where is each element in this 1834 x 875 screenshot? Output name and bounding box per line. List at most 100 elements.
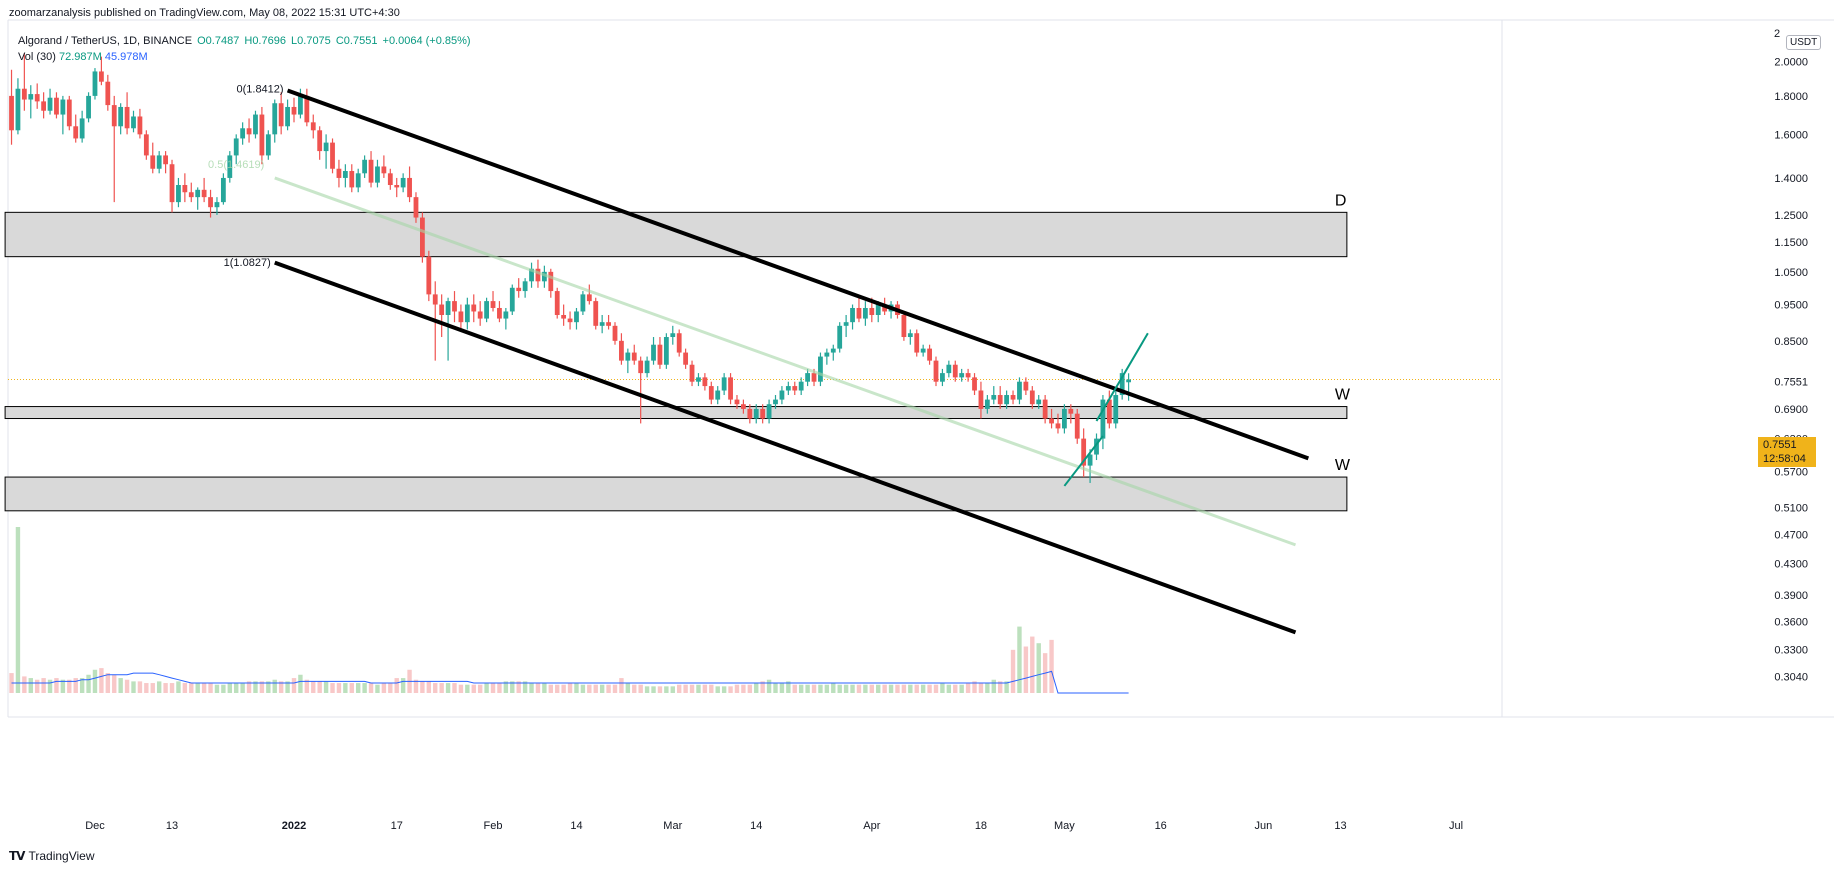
volume-bar [824,684,830,693]
candle-body [66,99,72,127]
candle-body [86,95,91,119]
candle-body [1017,381,1022,400]
tradingview-logo-icon: 𝗧𝗩 [9,849,26,863]
volume-bar [67,679,72,693]
volume-bar [786,681,791,693]
time-tick-label: 18 [975,820,987,832]
volume-label[interactable]: Vol (30) [18,51,56,63]
zone-label-2: W [1335,457,1351,474]
candle-body [41,101,47,111]
volume-bar [471,684,476,693]
candle-body [631,352,637,361]
volume-bar [895,684,900,693]
candle-body [830,348,836,353]
candle-body [875,304,881,316]
tradingview-footer[interactable]: 𝗧𝗩 TradingView [9,849,95,863]
volume-bar [664,686,669,693]
wedge-upper-line [1095,332,1149,422]
candle-body [529,268,534,282]
candles [9,53,1131,483]
volume-bar [561,684,566,693]
candle-body [920,348,926,353]
symbol-name[interactable]: Algorand / TetherUS, 1D, BINANCE [18,35,193,47]
candle-body [785,386,791,391]
volume-bar [651,686,656,693]
volume-bar [240,683,245,693]
volume-bar [715,686,720,693]
volume-bar [477,684,483,693]
candle-body [259,114,265,156]
price-tick-label: 0.6900 [1774,404,1808,416]
candle-body [182,185,188,193]
candle-body [548,271,554,292]
volume-bar [728,686,733,693]
volume-bar [721,686,727,693]
volume-bar [876,684,881,693]
time-tick-label: 14 [570,820,582,832]
volume-bar [1049,639,1054,693]
volume-bar [792,684,797,693]
candle-body [298,95,303,115]
volume-bar [105,673,111,693]
volume-bar [298,674,303,693]
volume-bar [330,683,335,693]
high-value: H0.7696 [244,35,286,47]
volume-bar [445,683,451,693]
price-tick-label: 0.5100 [1774,503,1808,515]
candle-body [1126,379,1131,383]
candle-body [792,386,798,391]
bar-countdown: 12:58:04 [1763,453,1806,465]
volume-bar [856,684,862,693]
candle-body [721,377,727,391]
volume-bar [47,679,53,693]
candle-body [869,307,875,316]
volume-bar [54,678,59,693]
price-tick-label: 0.7551 [1774,377,1808,389]
currency-button[interactable]: USDT [1786,35,1822,50]
volume-bar [356,683,361,693]
volume-bar [99,668,104,693]
candle-body [1062,408,1067,429]
zone-label-0: D [1335,192,1347,209]
candle-body [702,377,708,387]
volume-bar [35,679,40,693]
volume-bar [638,684,643,693]
candle-body [766,404,772,419]
volume-bar [805,684,810,693]
candle-body [933,360,939,382]
volume-bar [599,684,605,693]
candle-body [413,197,419,218]
candle-body [522,281,528,292]
volume-bar [670,686,675,693]
candle-body [73,126,79,139]
candle-body [997,395,1003,405]
candle-body [663,337,669,365]
price-tick-label: 0.5700 [1774,466,1808,478]
candle-body [79,118,85,139]
volume-bar [234,683,239,693]
volume-bar [394,678,399,693]
price-tick-label: 0.3900 [1774,590,1808,602]
candle-body [593,301,599,326]
volume-bar [831,683,836,693]
candle-body [509,287,515,312]
volume-bar [580,684,586,693]
volume-bar [266,681,271,693]
candle-body [323,142,329,152]
candle-body [940,373,945,382]
candle-body [1100,399,1106,439]
candle-body [124,106,130,129]
candle-body [978,390,984,409]
candle-body [291,106,297,115]
volume-bar [587,684,592,693]
volume-bar [542,683,547,693]
candle-body [445,301,451,316]
volume-bar [112,674,117,693]
volume-bar [28,678,33,693]
candle-body [837,325,843,349]
price-tick-label: 0.3300 [1774,645,1808,657]
candle-body [432,294,438,305]
candle-body [644,360,650,374]
candle-body [285,106,290,127]
